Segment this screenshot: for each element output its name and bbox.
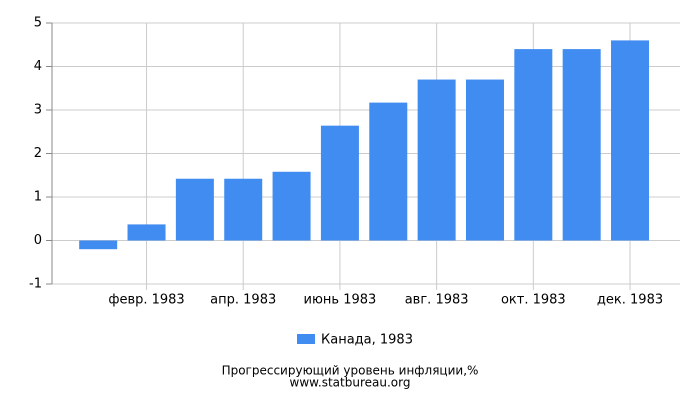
x-tick-label: окт. 1983 xyxy=(501,293,566,308)
bar xyxy=(465,79,504,241)
x-tick-label: авг. 1983 xyxy=(405,293,469,308)
y-tick-label: 1 xyxy=(34,190,42,205)
x-tick-label: дек. 1983 xyxy=(597,293,663,308)
bar xyxy=(224,178,263,241)
y-tick-label: 4 xyxy=(34,59,42,74)
bar xyxy=(272,171,311,241)
y-tick-label: 2 xyxy=(34,146,42,161)
bar xyxy=(175,178,214,241)
y-tick-label: 5 xyxy=(34,16,42,31)
y-tick-label: 3 xyxy=(34,103,42,118)
bar xyxy=(562,49,601,241)
legend-swatch xyxy=(297,334,315,344)
x-tick-label: апр. 1983 xyxy=(210,293,276,308)
bar xyxy=(79,240,118,250)
bar xyxy=(369,102,408,241)
legend-label: Канада, 1983 xyxy=(321,333,413,348)
y-tick-label: -1 xyxy=(29,277,42,292)
bar xyxy=(127,224,166,241)
bar xyxy=(514,49,553,241)
x-tick-label: февр. 1983 xyxy=(108,293,184,308)
bar xyxy=(611,40,650,241)
x-tick-label: июнь 1983 xyxy=(304,293,377,308)
bar xyxy=(417,79,456,241)
footer-url: www.statbureau.org xyxy=(290,376,411,390)
bar xyxy=(320,125,359,241)
footer-title: Прогрессирующий уровень инфляции,% xyxy=(222,364,479,378)
y-tick-label: 0 xyxy=(34,233,42,248)
